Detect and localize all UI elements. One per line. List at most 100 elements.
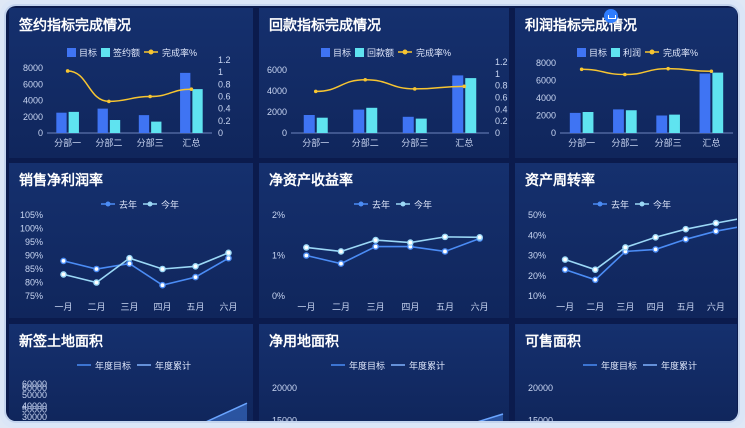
bar-actual: [151, 121, 162, 133]
y-tick-label: 60000: [22, 383, 47, 393]
bar-actual: [366, 107, 378, 133]
x-tick-label: 分部三: [401, 137, 428, 148]
bar-actual: [109, 120, 121, 133]
legend-swatch: [355, 48, 364, 57]
x-tick-label: 六月: [219, 301, 237, 312]
x-tick-label: 一月: [297, 302, 315, 312]
bar-target: [56, 112, 67, 133]
rate-point: [709, 69, 714, 74]
legend-label: 利润: [623, 47, 641, 58]
legend-dot: [597, 201, 603, 207]
panel-collection: 回款指标完成情况 目标 回款额 完成率% 6000 4000 2000 0 1.2 1 0.8 0.…: [259, 8, 509, 158]
x-tick-label: 三月: [367, 302, 385, 312]
y-tick-label: 2000: [267, 107, 287, 117]
x-tick-label: 二月: [332, 302, 350, 312]
legend-label: 今年: [161, 199, 179, 210]
y-tick-label: 20000: [528, 383, 553, 393]
rate-point: [107, 99, 111, 104]
download-icon[interactable]: [604, 9, 618, 23]
rate-point: [363, 77, 368, 82]
y2-tick-label: 0.6: [218, 92, 231, 102]
legend-label: 去年: [372, 199, 390, 210]
legend-label: 回款额: [367, 47, 394, 58]
legend-label: 年度目标: [349, 360, 385, 371]
dashboard-screen: 签约指标完成情况 目标 签约额 完成率% 8000 6000 4000 2000 0 1.2 1 0…: [6, 6, 738, 421]
y-tick-label: 20000: [272, 383, 297, 393]
x-tick-label: 二月: [87, 302, 105, 312]
y-tick-label: 50000: [22, 405, 47, 415]
y2-tick-label: 0.6: [495, 93, 508, 103]
series-point: [591, 266, 599, 273]
series-line: [306, 236, 480, 253]
y-tick-label: 0%: [272, 291, 285, 301]
signing-bar-chart: 目标 签约额 完成率% 8000 6000 4000 2000 0 1.2 1 0.8 0.6 0.4 0…: [23, 47, 231, 148]
series-line: [306, 237, 480, 265]
bar-actual: [669, 114, 680, 133]
legend-label: 年度累计: [661, 360, 697, 371]
x-tick-label: 分部一: [54, 137, 81, 148]
x-tick-label: 五月: [677, 302, 695, 312]
y-tick-label: 105%: [20, 210, 43, 220]
saleable-area-chart: 年度目标 年度累计 20000 15000: [528, 360, 697, 422]
y-tick-label: 40%: [528, 230, 546, 240]
panel-net-land: 净用地面积 年度目标 年度累计 20000 15000: [259, 324, 509, 421]
legend-dot: [105, 201, 111, 207]
legend-label: 年度目标: [601, 360, 637, 371]
legend-swatch: [577, 48, 586, 57]
legend-dot: [402, 49, 408, 55]
y-tick-label: 8000: [23, 63, 43, 73]
y-tick-label: 10%: [528, 291, 546, 301]
y-tick-label: 75%: [25, 291, 43, 301]
series-point: [337, 260, 345, 267]
series-point: [225, 254, 232, 262]
series-point: [126, 260, 133, 267]
bar-actual: [465, 78, 477, 133]
y2-tick-label: 0.2: [218, 116, 231, 126]
y-tick-label: 2000: [536, 111, 556, 121]
legend-label: 完成率%: [162, 47, 197, 58]
y-tick-label: 85%: [25, 264, 43, 274]
rate-point: [666, 66, 670, 71]
x-tick-label: 分部一: [568, 137, 595, 148]
y2-tick-label: 0.2: [495, 116, 508, 126]
y-tick-label: 80%: [25, 278, 43, 288]
legend-label: 目标: [333, 47, 351, 58]
legend-dot: [639, 201, 645, 207]
y-tick-label: 40000: [22, 401, 47, 411]
legend-swatch: [611, 48, 620, 57]
series-point: [225, 249, 232, 257]
panel-profit: 利润指标完成情况 目标 利润 完成率% 8000 6000 4000 2000 0 分部一 分部二…: [515, 8, 737, 158]
y-tick-label: 30000: [22, 412, 47, 421]
panel-title: 回款指标完成情况: [269, 17, 381, 33]
y2-tick-label: 1.2: [218, 55, 231, 65]
legend-swatch: [101, 48, 110, 57]
y-tick-label: 15000: [528, 416, 553, 422]
x-tick-label: 分部三: [655, 137, 682, 148]
y2-tick-label: 0.4: [495, 104, 508, 114]
x-tick-label: 分部二: [95, 137, 122, 148]
collection-bar-chart: 目标 回款额 完成率% 6000 4000 2000 0 1.2 1 0.8 0.60.4 0.2 0 分…: [267, 47, 508, 148]
y-tick-label: 4000: [536, 93, 556, 103]
y-tick-label: 15000: [272, 416, 297, 422]
bar-target: [569, 112, 581, 133]
legend-dot: [649, 49, 655, 55]
panel-title: 利润指标完成情况: [525, 17, 637, 33]
x-tick-label: 汇总: [702, 137, 720, 148]
bar-target: [452, 75, 464, 133]
x-tick-label: 四月: [153, 302, 171, 312]
panel-title: 新签土地面积: [19, 333, 103, 349]
rate-line: [581, 67, 712, 76]
rate-point: [579, 67, 584, 72]
y-tick-label: 0: [551, 128, 556, 138]
panel-title: 签约指标完成情况: [19, 17, 131, 33]
legend-label: 今年: [653, 199, 671, 210]
series-point: [60, 257, 67, 265]
y-tick-label: 1%: [272, 251, 285, 261]
x-tick-label: 分部一: [302, 137, 329, 148]
bar-target: [97, 108, 108, 133]
legend-label: 目标: [589, 47, 607, 58]
rate-point: [412, 87, 417, 91]
series-point: [441, 248, 449, 255]
legend-label: 完成率%: [416, 47, 451, 58]
